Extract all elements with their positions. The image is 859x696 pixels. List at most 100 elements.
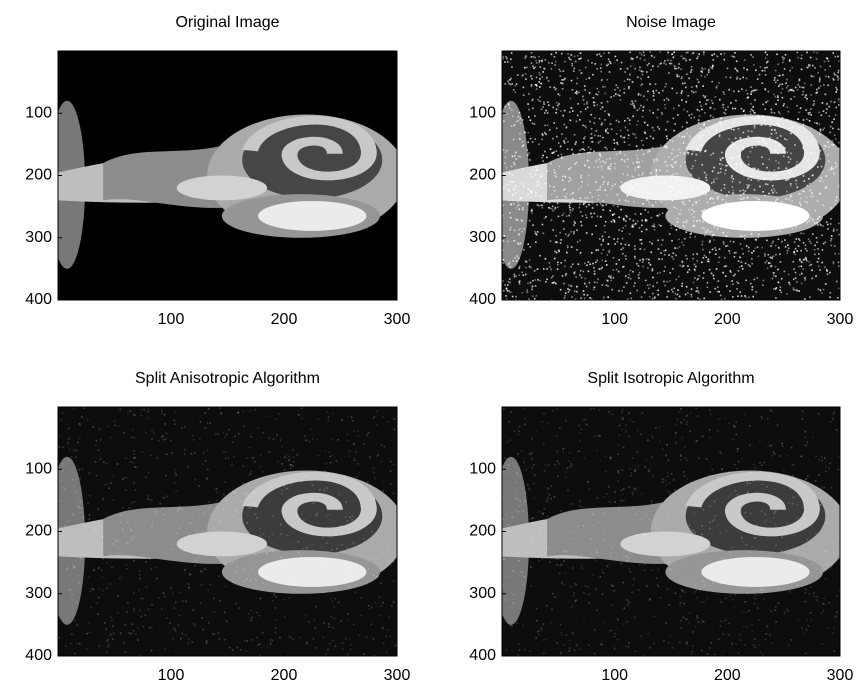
noise-dot: [607, 132, 609, 134]
noise-dot: [610, 458, 612, 460]
noise-dot: [619, 90, 621, 92]
noise-dot: [528, 152, 530, 154]
noise-dot: [261, 499, 263, 501]
noise-dot: [682, 266, 684, 268]
noise-dot: [745, 114, 747, 116]
noise-dot: [655, 83, 657, 85]
noise-dot: [194, 625, 196, 627]
noise-dot: [531, 458, 533, 460]
noise-dot: [775, 200, 777, 202]
noise-dot: [732, 599, 734, 601]
noise-dot: [572, 89, 574, 91]
noise-dot: [145, 432, 147, 434]
noise-dot: [361, 583, 363, 585]
noise-dot: [764, 67, 766, 69]
noise-dot: [518, 560, 520, 562]
noise-dot: [819, 180, 821, 182]
noise-dot: [293, 560, 295, 562]
noise-dot: [621, 62, 623, 64]
noise-dot: [171, 587, 173, 589]
noise-dot: [545, 110, 547, 112]
noise-dot: [543, 623, 545, 625]
noise-dot: [576, 93, 578, 95]
noise-dot: [628, 602, 630, 604]
noise-dot: [598, 521, 600, 523]
noise-dot: [830, 223, 832, 225]
noise-dot: [789, 59, 791, 61]
noise-dot: [827, 228, 829, 230]
noise-dot: [658, 569, 660, 571]
noise-dot: [679, 605, 681, 607]
noise-dot: [216, 492, 218, 494]
noise-dot: [537, 268, 539, 270]
noise-dot: [107, 426, 109, 428]
noise-dot: [633, 285, 635, 287]
noise-dot: [654, 229, 656, 231]
noise-dot: [756, 277, 758, 279]
noise-dot: [620, 186, 622, 188]
noise-dot: [820, 289, 822, 291]
noise-dot: [662, 182, 664, 184]
noise-dot: [98, 597, 100, 599]
noise-dot: [608, 166, 610, 168]
noise-dot: [713, 53, 715, 55]
noise-dot: [120, 632, 122, 634]
noise-dot: [634, 107, 636, 109]
noise-dot: [786, 191, 788, 193]
noise-dot: [643, 95, 645, 97]
noise-dot: [527, 142, 529, 144]
noise-dot: [538, 143, 540, 145]
noise-dot: [518, 243, 520, 245]
noise-dot: [344, 573, 346, 575]
noise-dot: [808, 516, 810, 518]
noise-dot: [132, 537, 134, 539]
noise-dot: [682, 498, 684, 500]
noise-dot: [525, 78, 527, 80]
noise-dot: [610, 163, 612, 165]
noise-dot: [635, 169, 637, 171]
noise-dot: [743, 585, 745, 587]
noise-dot: [569, 177, 571, 179]
noise-dot: [509, 607, 511, 609]
noise-dot: [606, 284, 608, 286]
noise-dot: [380, 605, 382, 607]
noise-dot: [756, 197, 758, 199]
noise-dot: [178, 507, 180, 509]
noise-dot: [560, 262, 562, 264]
noise-dot: [686, 415, 688, 417]
noise-dot: [771, 129, 773, 131]
noise-dot: [786, 221, 788, 223]
noise-dot: [161, 413, 163, 415]
noise-dot: [712, 59, 714, 61]
noise-dot: [587, 197, 589, 199]
noise-dot: [620, 500, 622, 502]
noise-dot: [594, 135, 596, 137]
noise-dot: [666, 281, 668, 283]
noise-dot: [507, 441, 509, 443]
noise-dot: [358, 635, 360, 637]
noise-dot: [627, 68, 629, 70]
noise-dot: [748, 296, 750, 298]
noise-dot: [627, 621, 629, 623]
noise-dot: [642, 116, 644, 118]
noise-dot: [548, 80, 550, 82]
noise-dot: [601, 122, 603, 124]
noise-dot: [670, 224, 672, 226]
noise-dot: [711, 469, 713, 471]
noise-dot: [393, 561, 395, 563]
noise-dot: [670, 531, 672, 533]
noise-dot: [580, 297, 582, 299]
noise-dot: [93, 589, 95, 591]
noise-dot: [717, 228, 719, 230]
noise-dot: [530, 585, 532, 587]
noise-dot: [606, 159, 608, 161]
noise-dot: [743, 197, 745, 199]
noise-dot: [546, 500, 548, 502]
noise-dot: [634, 134, 636, 136]
noise-dot: [131, 530, 133, 532]
noise-dot: [602, 106, 604, 108]
noise-dot: [235, 603, 237, 605]
noise-dot: [64, 525, 66, 527]
noise-dot: [635, 213, 637, 215]
noise-dot: [514, 257, 516, 259]
